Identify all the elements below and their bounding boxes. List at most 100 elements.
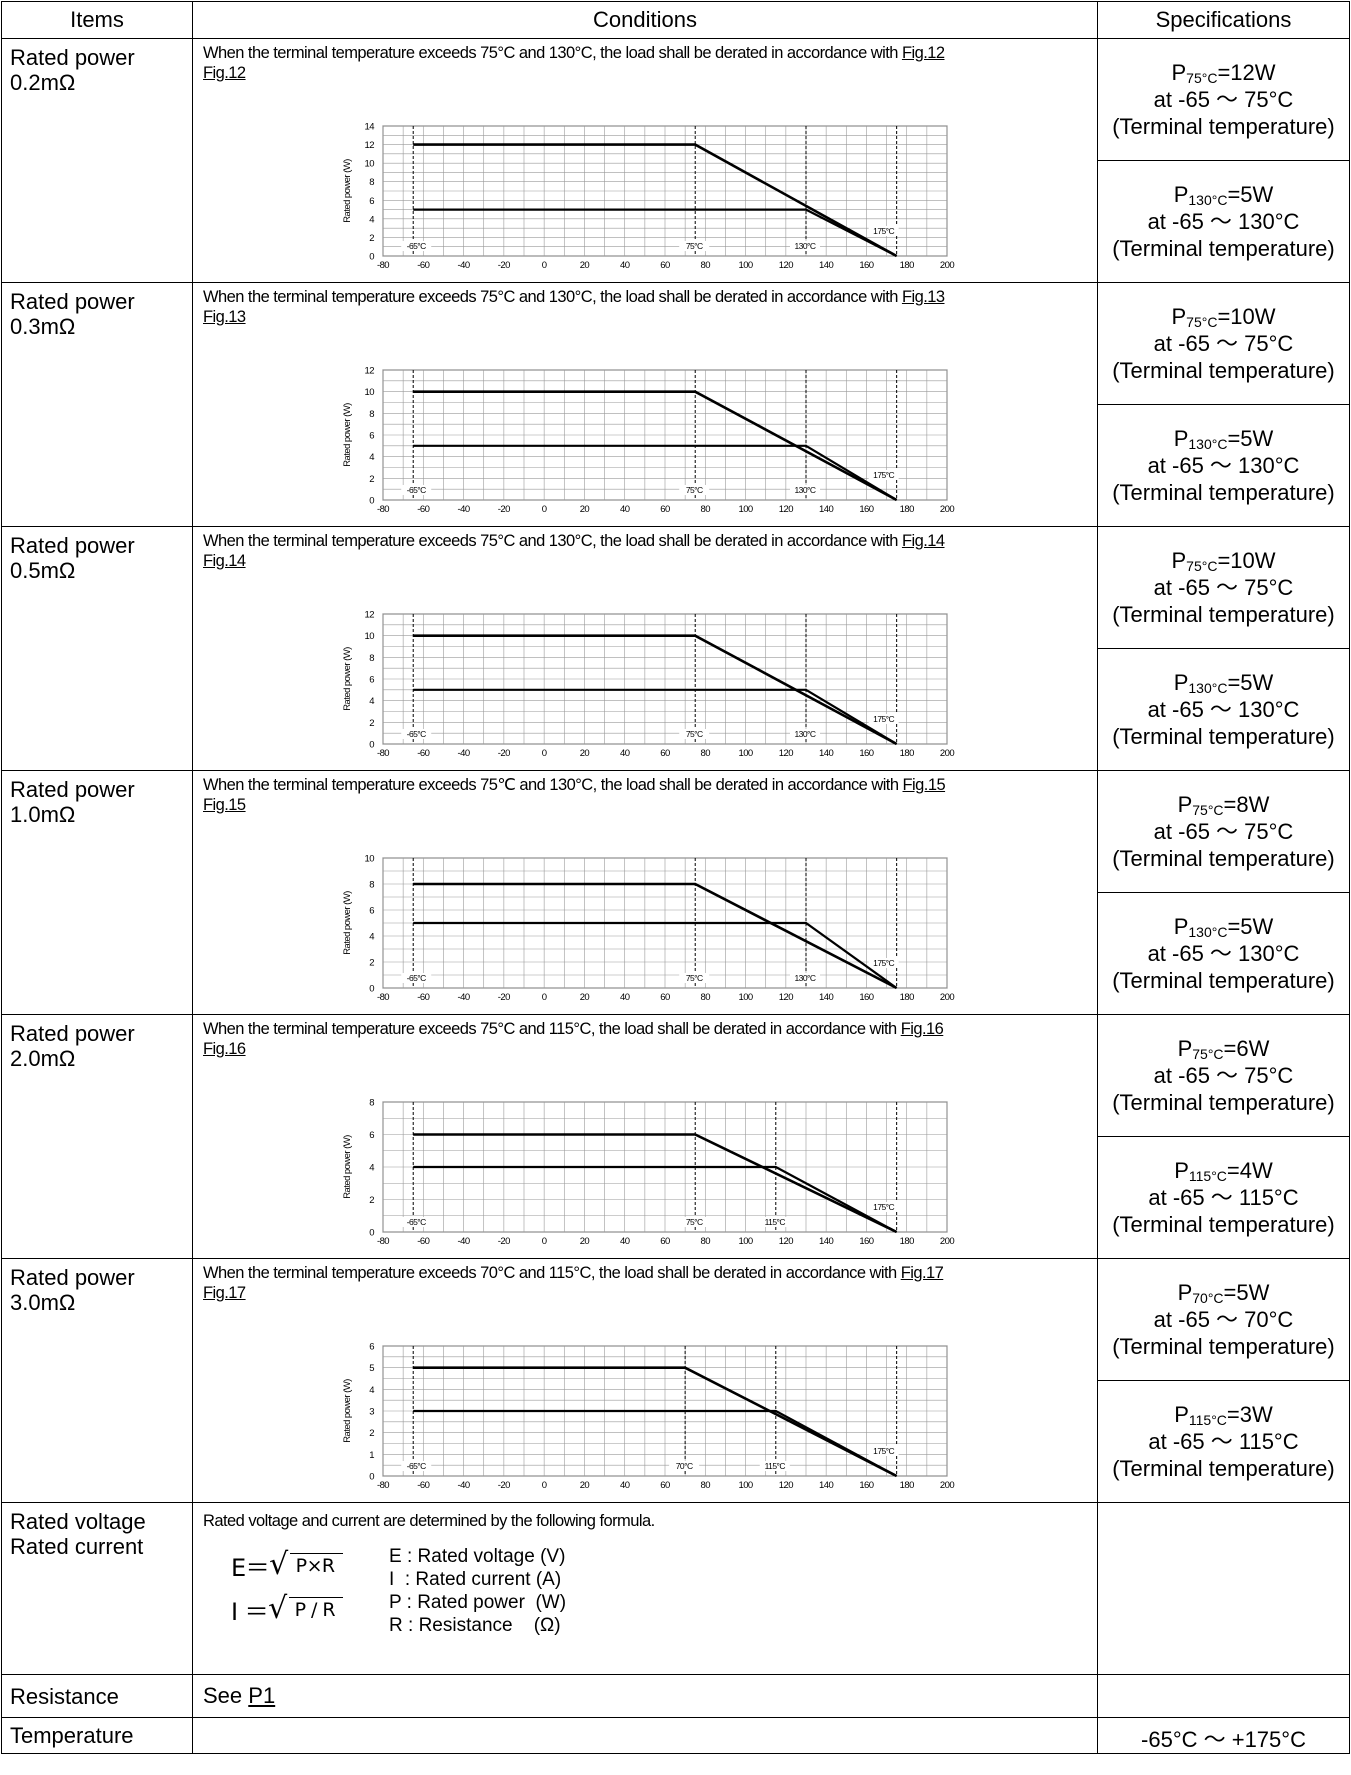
y-tick-label: 2 <box>369 474 374 485</box>
figure-link[interactable]: Fig.14 <box>901 532 945 550</box>
spec-note: (Terminal temperature) <box>1112 114 1335 139</box>
derating-curve <box>413 444 898 501</box>
spec-subscript: 75°C <box>1186 314 1218 330</box>
figure-link[interactable]: Fig.15 <box>902 776 946 794</box>
spec-symbol: P <box>1171 304 1187 329</box>
spec-cell: P115°C=4W at -65 ～ 115°C (Terminal tempera… <box>1097 1136 1350 1259</box>
spec-cell-empty <box>1097 1502 1350 1675</box>
x-tick-label: 200 <box>940 1480 954 1491</box>
formula-block: E＝ √ P×R I ＝ √ P / R E : Rated voltage (V)… <box>193 1531 1097 1637</box>
x-tick-label: -80 <box>377 1236 389 1247</box>
marker-label-bg <box>790 485 820 495</box>
condition-cell: When the terminal temperature exceeds 75… <box>192 1014 1098 1259</box>
spec-note: (Terminal temperature) <box>1112 1456 1335 1481</box>
x-tick-label: 40 <box>620 992 630 1003</box>
y-tick-label: 12 <box>365 140 375 151</box>
spec-range: at -65 ～ 75°C <box>1153 87 1294 112</box>
x-tick-label: -60 <box>417 992 429 1003</box>
marker-label-bg <box>868 714 899 724</box>
spec-value: =3W <box>1226 1402 1273 1427</box>
condition-text: When the terminal temperature exceeds 75… <box>193 283 1097 327</box>
condition-text: When the terminal temperature exceeds 70… <box>193 1259 1097 1303</box>
spec-note: (Terminal temperature) <box>1112 1090 1335 1115</box>
y-tick-label: 1 <box>369 1450 374 1461</box>
spec-subscript: 75°C <box>1192 802 1224 818</box>
voltage-equation: E＝ √ P×R <box>231 1543 343 1587</box>
resistance-row: Resistance See P1 <box>1 1674 1350 1718</box>
figure-link[interactable]: Fig.12 <box>901 44 945 62</box>
x-tick-label: 140 <box>819 504 833 515</box>
x-tick-label: 60 <box>660 260 670 271</box>
x-tick-label: -40 <box>458 992 470 1003</box>
y-tick-label: 2 <box>369 718 374 729</box>
rated-power-row: Rated power 0.3mΩ When the terminal temper… <box>1 282 1350 527</box>
derating-curve <box>413 1366 898 1478</box>
condition-sentence: When the terminal temperature exceeds 75… <box>203 288 902 306</box>
temperature-marker-label: 175°C <box>873 470 894 480</box>
chart-svg: -80 -60 -40 -20 0 20 40 60 80 100 120 140 160 180 200 0… <box>342 366 955 516</box>
rated-power-row: Rated power 0.5mΩ When the terminal temper… <box>1 526 1350 771</box>
figure-caption[interactable]: Fig.17 <box>203 1284 246 1302</box>
x-tick-label: 100 <box>738 1480 752 1491</box>
spec-subscript: 115°C <box>1188 1412 1227 1428</box>
condition-sentence: When the terminal temperature exceeds 75… <box>203 776 903 794</box>
spec-power: P75°C=12W <box>1098 59 1349 86</box>
x-tick-label: -80 <box>377 748 389 759</box>
spec-range: at -65 ～ 115°C <box>1148 1185 1299 1210</box>
sqrt-icon: √ <box>268 1591 287 1626</box>
see-text: See <box>203 1683 249 1708</box>
spec-symbol: P <box>1174 1158 1189 1183</box>
legend-line: E : Rated voltage (V) <box>389 1546 566 1567</box>
marker-label-bg <box>868 470 899 480</box>
header-row: Items Conditions Specifications <box>1 1 1350 39</box>
temperature-marker-label: 75°C <box>686 729 703 739</box>
y-tick-label: 0 <box>369 496 374 507</box>
spec-power: P130°C=5W <box>1098 669 1349 696</box>
x-tick-label: -20 <box>498 748 510 759</box>
spec-value: =4W <box>1226 1158 1273 1183</box>
y-tick-label: 2 <box>369 233 374 244</box>
x-tick-label: 0 <box>542 260 547 271</box>
y-tick-label: 4 <box>369 1163 374 1174</box>
spec-value: =12W <box>1217 60 1276 85</box>
figure-link[interactable]: Fig.13 <box>901 288 945 306</box>
figure-link[interactable]: Fig.16 <box>900 1020 944 1038</box>
condition-cell: When the terminal temperature exceeds 75… <box>192 38 1098 283</box>
y-tick-label: 0 <box>369 984 374 995</box>
x-tick-label: 40 <box>620 748 630 759</box>
rated-power-row-sub: P130°C=5W at -65 ～ 130°C (Terminal tempera… <box>2 160 1350 283</box>
x-tick-label: -60 <box>417 1480 429 1491</box>
spec-symbol: P <box>1173 426 1189 451</box>
x-tick-label: 0 <box>542 992 547 1003</box>
x-tick-label: 60 <box>660 748 670 759</box>
figure-caption[interactable]: Fig.15 <box>203 796 246 814</box>
condition-cell: See P1 <box>192 1674 1098 1718</box>
spec-range: at -65 ～ 75°C <box>1153 1063 1294 1088</box>
x-tick-label: 200 <box>940 992 954 1003</box>
x-tick-label: 140 <box>819 992 833 1003</box>
spec-cell-empty <box>1097 1674 1350 1718</box>
x-tick-label: -40 <box>458 748 470 759</box>
rated-power-row: Rated power 0.2mΩ When the terminal temper… <box>1 38 1350 283</box>
p1-link[interactable]: P1 <box>248 1683 276 1708</box>
x-tick-label: 0 <box>542 1236 547 1247</box>
marker-label-bg <box>401 973 432 983</box>
spec-note: (Terminal temperature) <box>1112 480 1335 505</box>
figure-caption[interactable]: Fig.14 <box>203 552 246 570</box>
x-tick-label: -40 <box>458 504 470 515</box>
figure-link[interactable]: Fig.17 <box>900 1264 944 1282</box>
temperature-marker-label: 75°C <box>686 1217 703 1227</box>
figure-caption[interactable]: Fig.13 <box>203 308 246 326</box>
spec-note: (Terminal temperature) <box>1112 358 1335 383</box>
spec-range: at -65 ～ 130°C <box>1147 697 1300 722</box>
y-tick-label: 6 <box>369 431 374 442</box>
x-tick-label: 80 <box>701 992 711 1003</box>
x-tick-label: 80 <box>701 504 711 515</box>
condition-cell: Rated voltage and current are determined… <box>192 1502 1098 1675</box>
marker-label-bg <box>401 1461 432 1471</box>
figure-caption[interactable]: Fig.16 <box>203 1040 246 1058</box>
item-label: Rated power <box>10 777 135 802</box>
spec-symbol: P <box>1171 548 1187 573</box>
figure-caption[interactable]: Fig.12 <box>203 64 246 82</box>
